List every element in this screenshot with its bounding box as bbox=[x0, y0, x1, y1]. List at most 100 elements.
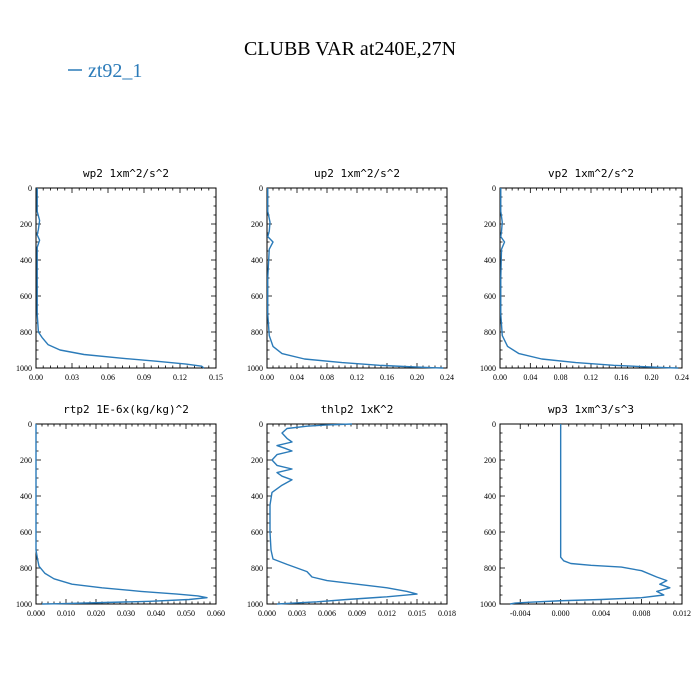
figure-title: CLUBB VAR at240E,27N bbox=[244, 38, 456, 60]
x-tick-label: 0.24 bbox=[675, 373, 689, 382]
panel-title: wp2 1xm^2/s^2 bbox=[83, 167, 169, 180]
x-tick-label: 0.004 bbox=[592, 609, 610, 618]
y-tick-label: 800 bbox=[484, 328, 496, 337]
plot-frame bbox=[266, 423, 448, 605]
plot-frame bbox=[499, 187, 683, 369]
x-tick-label: 0.000 bbox=[27, 609, 45, 618]
y-tick-label: 0 bbox=[28, 184, 32, 193]
y-tick-label: 0 bbox=[28, 420, 32, 429]
series-line bbox=[35, 424, 208, 605]
x-tick-label: 0.018 bbox=[438, 609, 456, 618]
x-tick-label: 0.15 bbox=[209, 373, 223, 382]
panel-2: up2 1xm^2/s^2 0.00 0.04 0.08 0.12 0.16 0.20 0.2… bbox=[247, 167, 454, 382]
x-tick-label: -0.004 bbox=[510, 609, 531, 618]
x-tick-label: 0.04 bbox=[523, 373, 537, 382]
y-tick-label: 0 bbox=[492, 420, 496, 429]
y-tick-label: 200 bbox=[251, 220, 263, 229]
y-tick-label: 1000 bbox=[480, 364, 496, 373]
y-tick-label: 800 bbox=[20, 564, 32, 573]
x-tick-label: 0.03 bbox=[65, 373, 79, 382]
x-tick-label: 0.08 bbox=[554, 373, 568, 382]
y-tick-label: 1000 bbox=[247, 600, 263, 609]
y-tick-label: 0 bbox=[259, 184, 263, 193]
panel-5: thlp2 1xK^2 0.000 0.003 0.006 0.009 0.012 0.01… bbox=[247, 403, 456, 618]
x-tick-label: 0.060 bbox=[207, 609, 225, 618]
x-tick-label: 0.015 bbox=[408, 609, 426, 618]
y-tick-label: 0 bbox=[492, 184, 496, 193]
y-tick-label: 800 bbox=[251, 328, 263, 337]
x-tick-label: 0.012 bbox=[673, 609, 691, 618]
y-tick-label: 1000 bbox=[16, 364, 32, 373]
x-tick-label: 0.030 bbox=[117, 609, 135, 618]
y-tick-label: 200 bbox=[484, 456, 496, 465]
x-tick-label: 0.00 bbox=[493, 373, 507, 382]
x-tick-label: 0.12 bbox=[350, 373, 364, 382]
x-tick-label: 0.12 bbox=[584, 373, 598, 382]
panel-title: up2 1xm^2/s^2 bbox=[314, 167, 400, 180]
y-tick-label: 200 bbox=[484, 220, 496, 229]
x-tick-label: 0.020 bbox=[87, 609, 105, 618]
x-tick-label: 0.040 bbox=[147, 609, 165, 618]
x-tick-label: 0.20 bbox=[410, 373, 424, 382]
x-tick-label: 0.04 bbox=[290, 373, 304, 382]
panel-title: wp3 1xm^3/s^3 bbox=[548, 403, 634, 416]
panels: wp2 1xm^2/s^2 0.00 0.03 0.06 0.09 0.12 0.15 0 20… bbox=[16, 167, 691, 618]
y-tick-label: 1000 bbox=[480, 600, 496, 609]
x-tick-label: 0.00 bbox=[29, 373, 43, 382]
x-tick-label: 0.20 bbox=[645, 373, 659, 382]
y-tick-label: 400 bbox=[484, 492, 496, 501]
x-tick-label: 0.12 bbox=[173, 373, 187, 382]
plot-frame bbox=[35, 187, 217, 369]
x-tick-label: 0.16 bbox=[380, 373, 394, 382]
y-tick-label: 800 bbox=[484, 564, 496, 573]
y-tick-label: 600 bbox=[484, 292, 496, 301]
y-tick-label: 400 bbox=[20, 492, 32, 501]
x-tick-label: 0.008 bbox=[633, 609, 651, 618]
y-tick-label: 600 bbox=[484, 528, 496, 537]
x-tick-label: 0.012 bbox=[378, 609, 396, 618]
x-tick-label: 0.009 bbox=[348, 609, 366, 618]
series-line bbox=[267, 188, 444, 369]
series-line bbox=[500, 188, 679, 369]
series-line bbox=[269, 423, 418, 605]
x-tick-label: 0.010 bbox=[57, 609, 75, 618]
plot-frame bbox=[35, 423, 217, 605]
y-tick-label: 800 bbox=[251, 564, 263, 573]
series-line bbox=[36, 188, 205, 369]
y-tick-label: 200 bbox=[20, 220, 32, 229]
plot-frame bbox=[499, 423, 683, 605]
plot-frame bbox=[266, 187, 448, 369]
panel-3: vp2 1xm^2/s^2 0.00 0.04 0.08 0.12 0.16 0.20 0.2… bbox=[480, 167, 689, 382]
x-tick-label: 0.09 bbox=[137, 373, 151, 382]
x-tick-label: 0.003 bbox=[288, 609, 306, 618]
panel-6: wp3 1xm^3/s^3 -0.004 0.000 0.004 0.008 0.012 0… bbox=[480, 403, 691, 618]
series-line bbox=[509, 424, 671, 605]
x-tick-label: 0.06 bbox=[101, 373, 115, 382]
x-tick-label: 0.08 bbox=[320, 373, 334, 382]
y-tick-label: 0 bbox=[259, 420, 263, 429]
y-tick-label: 400 bbox=[251, 492, 263, 501]
panel-1: wp2 1xm^2/s^2 0.00 0.03 0.06 0.09 0.12 0.15 0 20… bbox=[16, 167, 223, 382]
x-tick-label: 0.24 bbox=[440, 373, 454, 382]
x-tick-label: 0.050 bbox=[177, 609, 195, 618]
panel-title: vp2 1xm^2/s^2 bbox=[548, 167, 634, 180]
panel-4: rtp2 1E-6x(kg/kg)^2 0.000 0.010 0.020 0.030 0… bbox=[16, 403, 225, 618]
x-tick-label: 0.000 bbox=[258, 609, 276, 618]
y-tick-label: 600 bbox=[251, 528, 263, 537]
y-tick-label: 1000 bbox=[247, 364, 263, 373]
y-tick-label: 1000 bbox=[16, 600, 32, 609]
panel-title: thlp2 1xK^2 bbox=[321, 403, 394, 416]
y-tick-label: 200 bbox=[20, 456, 32, 465]
x-tick-label: 0.00 bbox=[260, 373, 274, 382]
y-tick-label: 400 bbox=[251, 256, 263, 265]
x-tick-label: 0.006 bbox=[318, 609, 336, 618]
panel-title: rtp2 1E-6x(kg/kg)^2 bbox=[63, 403, 189, 416]
y-tick-label: 800 bbox=[20, 328, 32, 337]
y-tick-label: 400 bbox=[484, 256, 496, 265]
legend-label: zt92_1 bbox=[88, 60, 142, 82]
y-tick-label: 600 bbox=[251, 292, 263, 301]
y-tick-label: 600 bbox=[20, 528, 32, 537]
x-tick-label: 0.000 bbox=[552, 609, 570, 618]
y-tick-label: 200 bbox=[251, 456, 263, 465]
